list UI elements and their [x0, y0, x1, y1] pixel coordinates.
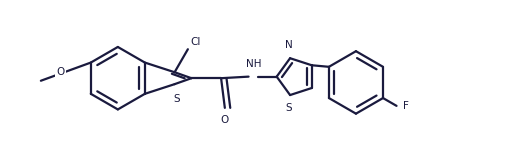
Text: N: N	[285, 40, 293, 50]
Text: NH: NH	[246, 59, 261, 69]
Text: O: O	[56, 67, 64, 77]
Text: S: S	[285, 104, 292, 113]
Text: S: S	[174, 94, 180, 104]
Text: Cl: Cl	[191, 37, 202, 47]
Text: O: O	[221, 115, 229, 125]
Text: F: F	[402, 101, 408, 111]
